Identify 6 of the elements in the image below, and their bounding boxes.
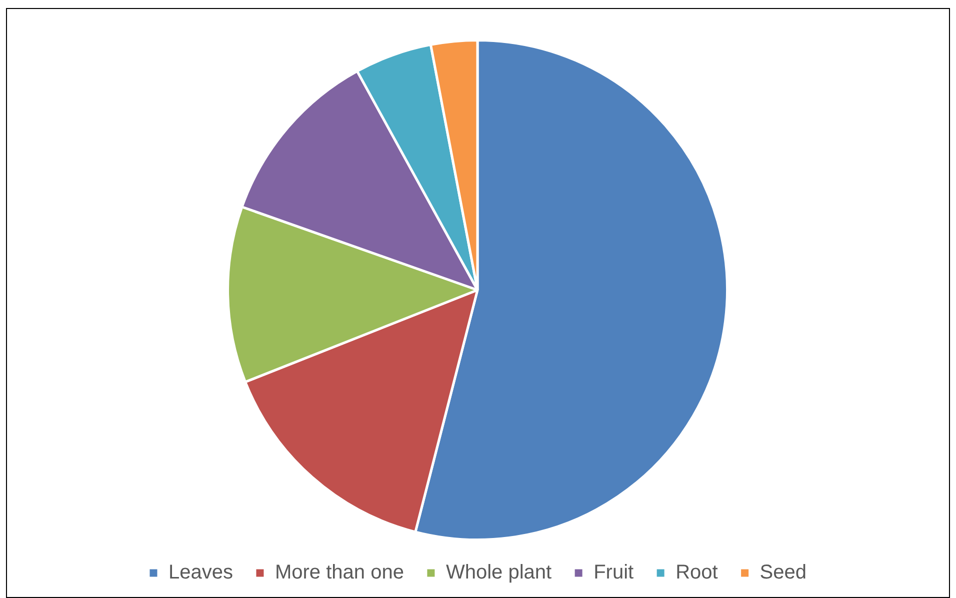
legend-label: More than one xyxy=(274,562,404,584)
legend-label: Root xyxy=(676,562,718,584)
legend-label: Whole plant xyxy=(446,562,552,584)
legend-label: Seed xyxy=(760,562,807,584)
legend-label: Leaves xyxy=(168,562,233,584)
legend-label: Fruit xyxy=(594,562,634,584)
